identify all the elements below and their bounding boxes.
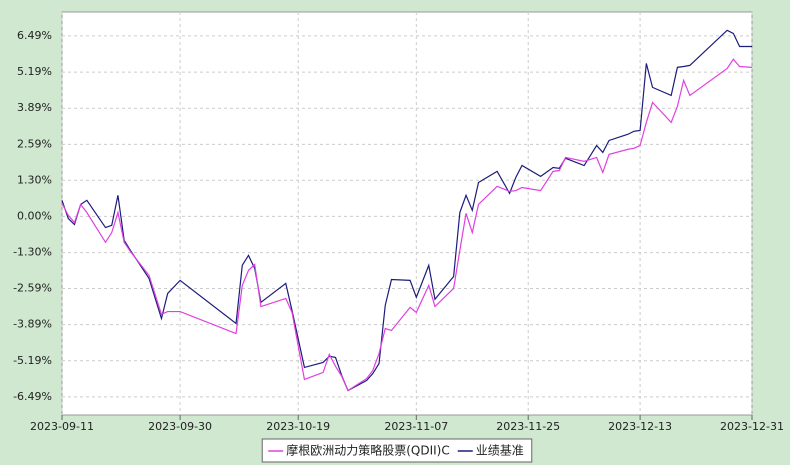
x-tick-label: 2023-12-13	[608, 420, 672, 433]
x-tick-label: 2023-09-30	[148, 420, 212, 433]
y-tick-label: -3.89%	[13, 318, 52, 331]
series-line	[61, 29, 752, 392]
x-tick-label: 2023-11-25	[496, 420, 560, 433]
x-tick-label: 2023-09-11	[30, 420, 94, 433]
y-tick-label: 2.59%	[17, 137, 52, 150]
y-tick-label: 6.49%	[17, 29, 52, 42]
plot-area	[61, 11, 753, 416]
x-tick-label: 2023-11-07	[384, 420, 448, 433]
legend	[261, 438, 533, 463]
x-tick-label: 2023-10-19	[266, 420, 330, 433]
y-tick-label: 1.30%	[17, 173, 52, 186]
y-tick-label: -2.59%	[13, 281, 52, 294]
y-tick-label: -6.49%	[13, 390, 52, 403]
legend-label: 摩根欧洲动力策略股票(QDII)C	[286, 443, 450, 458]
legend-label: 业绩基准	[476, 444, 524, 458]
y-tick-label: 5.19%	[17, 65, 52, 78]
x-tick-label: 2023-12-31	[720, 420, 784, 433]
y-tick-label: -5.19%	[13, 354, 52, 367]
y-tick-label: 0.00%	[17, 209, 52, 222]
y-tick-label: -1.30%	[13, 246, 52, 259]
series-line	[61, 58, 753, 392]
y-tick-label: 3.89%	[17, 101, 52, 114]
